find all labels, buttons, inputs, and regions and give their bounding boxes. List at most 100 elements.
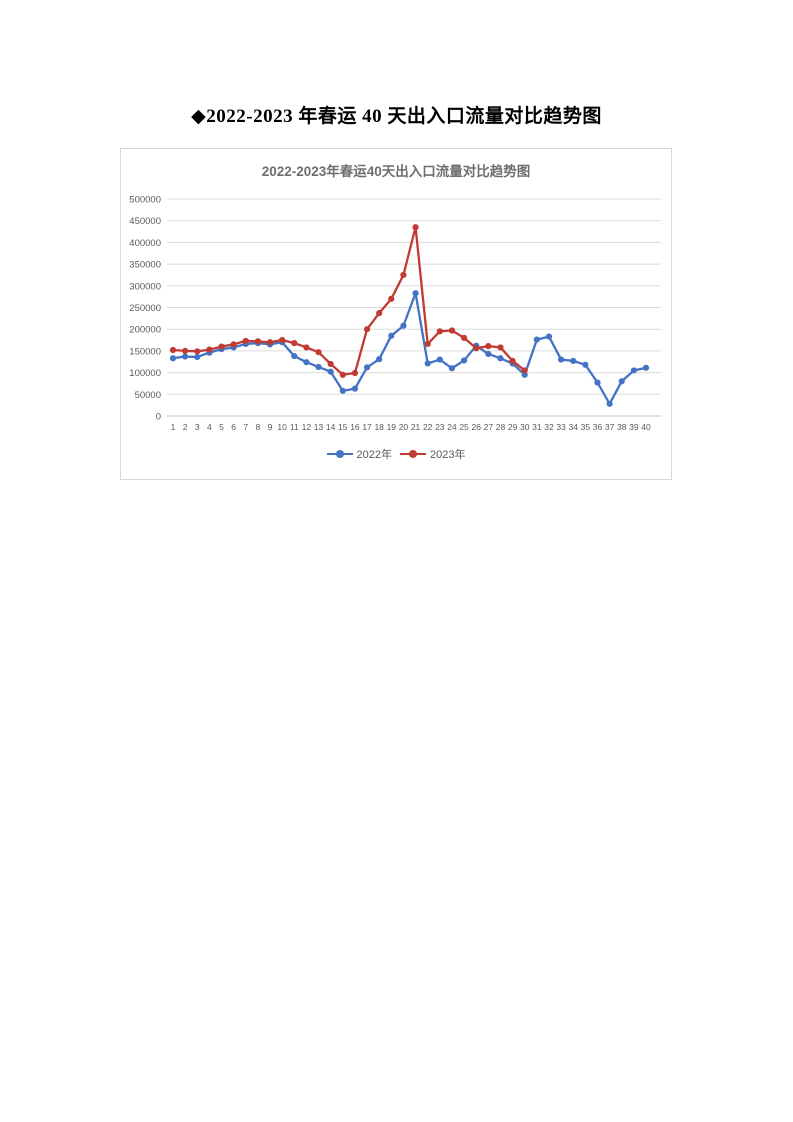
data-point — [291, 339, 298, 347]
chart-panel[interactable]: 2022-2023年春运40天出入口流量对比趋势图 0 50000 100000 15… — [120, 148, 672, 480]
data-point — [412, 224, 419, 231]
y-tick-label: 300000 — [129, 281, 161, 292]
x-tick-label: 35 — [581, 422, 591, 432]
data-point — [182, 353, 189, 360]
x-tick-label: 34 — [568, 422, 578, 432]
line-chart-plot: 0500001000001500002000002500003000003500… — [129, 195, 661, 432]
x-tick-label: 38 — [617, 422, 627, 432]
y-tick-label: 400000 — [129, 238, 161, 249]
series-line-2022年 — [171, 292, 648, 405]
data-point — [315, 363, 322, 371]
x-tick-label: 32 — [544, 422, 554, 432]
x-tick-label: 25 — [459, 422, 469, 432]
x-tick-label: 31 — [532, 422, 542, 432]
y-tick-label: 50000 — [135, 390, 161, 401]
data-point — [570, 357, 577, 364]
x-tick-label: 11 — [290, 422, 299, 432]
x-tick-label: 21 — [411, 422, 421, 432]
x-tick-label: 30 — [520, 422, 530, 432]
data-point — [363, 364, 371, 371]
x-tick-label: 33 — [556, 422, 566, 432]
x-tick-label: 19 — [387, 422, 397, 432]
x-tick-label: 29 — [508, 422, 518, 432]
data-point — [169, 346, 177, 354]
data-point — [594, 379, 601, 386]
data-point — [521, 367, 528, 374]
data-point — [582, 361, 589, 368]
data-point — [339, 371, 346, 378]
data-point — [254, 338, 261, 345]
legend-label-2023: 2023年 — [430, 449, 466, 461]
data-point — [194, 353, 201, 361]
data-point — [460, 357, 468, 364]
data-point — [242, 337, 249, 345]
x-tick-label: 27 — [484, 422, 494, 432]
data-point — [521, 371, 528, 378]
data-point — [169, 355, 177, 362]
y-tick-label: 450000 — [129, 216, 161, 227]
data-point — [218, 343, 225, 350]
data-point — [351, 385, 359, 392]
data-point — [485, 343, 492, 350]
x-tick-label: 4 — [207, 422, 212, 432]
data-point — [448, 327, 456, 334]
y-tick-label: 200000 — [129, 325, 161, 336]
x-tick-label: 1 — [171, 422, 176, 432]
y-tick-label: 100000 — [129, 368, 161, 379]
legend-item: 2022年 — [326, 446, 392, 462]
data-point — [363, 326, 371, 333]
data-point — [266, 339, 274, 346]
x-tick-label: 18 — [374, 422, 384, 432]
data-point — [206, 346, 213, 353]
data-point — [485, 350, 492, 358]
data-point — [339, 387, 346, 394]
x-tick-label: 2 — [183, 422, 188, 432]
x-tick-label: 16 — [350, 422, 360, 432]
data-point — [436, 356, 443, 363]
data-point — [351, 369, 359, 377]
x-tick-label: 14 — [326, 422, 336, 432]
x-tick-label: 40 — [641, 422, 651, 432]
x-tick-label: 36 — [593, 422, 603, 432]
data-point — [618, 378, 625, 385]
legend-label-2022: 2022年 — [356, 449, 392, 461]
data-point — [642, 364, 650, 371]
data-point — [606, 400, 613, 407]
x-tick-label: 28 — [496, 422, 506, 432]
x-tick-label: 37 — [605, 422, 615, 432]
data-point — [448, 365, 456, 372]
data-point — [400, 271, 407, 279]
x-tick-label: 17 — [362, 422, 372, 432]
x-tick-label: 39 — [629, 422, 639, 432]
data-point — [460, 334, 468, 341]
x-tick-label: 8 — [256, 422, 261, 432]
x-tick-label: 9 — [268, 422, 273, 432]
y-tick-label: 250000 — [129, 303, 161, 314]
data-point — [376, 310, 383, 317]
data-point — [497, 355, 504, 362]
data-point — [412, 290, 419, 297]
data-point — [436, 328, 443, 335]
x-tick-label: 10 — [277, 422, 287, 432]
chart-legend: 2022年 2023年 — [121, 446, 671, 462]
data-point — [533, 336, 540, 343]
x-tick-label: 15 — [338, 422, 348, 432]
data-point — [303, 344, 310, 351]
x-tick-label: 5 — [219, 422, 224, 432]
data-point — [230, 341, 237, 348]
y-tick-label: 150000 — [129, 346, 161, 357]
data-point — [545, 333, 553, 340]
x-tick-label: 6 — [231, 422, 236, 432]
data-point — [291, 353, 298, 360]
data-point — [388, 295, 395, 302]
x-tick-label: 7 — [243, 422, 248, 432]
data-point — [400, 322, 407, 329]
data-point — [424, 340, 431, 348]
data-point — [376, 356, 383, 363]
x-tick-label: 23 — [435, 422, 445, 432]
y-tick-label: 0 — [156, 412, 161, 423]
x-tick-label: 3 — [195, 422, 200, 432]
data-point — [303, 359, 310, 366]
x-tick-label: 22 — [423, 422, 433, 432]
data-point — [279, 336, 286, 344]
